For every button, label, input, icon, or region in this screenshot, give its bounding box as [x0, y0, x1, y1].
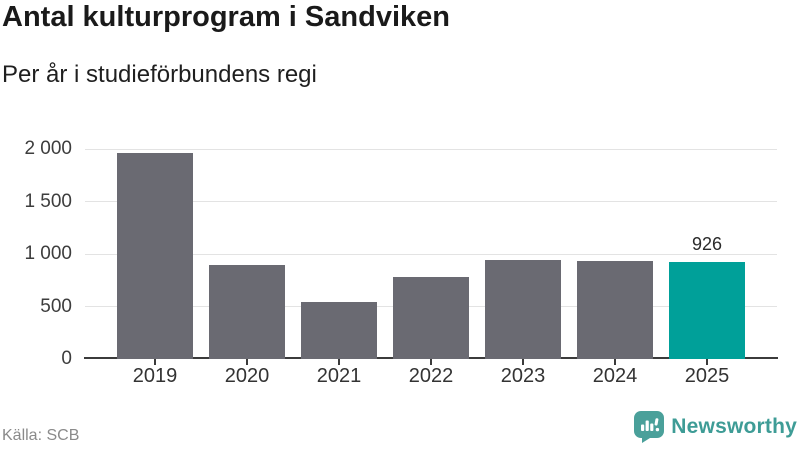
newsworthy-bubble-chart-icon: [633, 410, 665, 444]
gridline: [85, 148, 777, 150]
x-axis-tick: [338, 359, 340, 365]
bar-2023: [485, 259, 561, 359]
x-axis-tick: [614, 359, 616, 365]
y-axis-tick-label: 1 500: [24, 190, 72, 212]
gridline: [85, 201, 777, 202]
bar-2024: [577, 260, 653, 359]
source-note: Källa: SCB: [2, 427, 80, 444]
x-tick-label-2022: 2022: [408, 365, 454, 387]
x-axis-tick: [706, 359, 708, 365]
x-tick-label-2025: 2025: [684, 365, 730, 387]
y-axis-tick-label: 500: [40, 295, 72, 317]
x-tick-label-2020: 2020: [224, 365, 270, 387]
x-axis-tick: [430, 359, 432, 365]
x-tick-label-2023: 2023: [500, 365, 546, 387]
bar-2022: [393, 277, 469, 359]
chart-subtitle: Per år i studieförbundens regi: [2, 61, 317, 88]
y-axis-tick-label: 2 000: [24, 138, 72, 159]
y-axis-tick-label: 0: [61, 348, 72, 369]
x-tick-label-2019: 2019: [132, 365, 178, 387]
chart-title: Antal kulturprogram i Sandviken: [2, 1, 450, 33]
y-axis-tick-label: 1 000: [24, 243, 72, 264]
bar-2020: [209, 264, 285, 359]
newsworthy-logo[interactable]: Newsworthy: [633, 410, 797, 444]
x-tick-label-2024: 2024: [592, 365, 638, 387]
newsworthy-wordmark: Newsworthy: [671, 415, 797, 438]
bar-2019: [117, 152, 193, 359]
bar-2021: [301, 302, 377, 359]
bar-value-label: 926: [691, 233, 723, 254]
gridline: [85, 253, 777, 255]
x-tick-label-2021: 2021: [316, 365, 362, 387]
bar-2025: [669, 261, 745, 359]
x-axis-tick: [522, 359, 524, 365]
x-axis-tick: [154, 359, 156, 365]
x-axis-tick: [246, 359, 248, 365]
